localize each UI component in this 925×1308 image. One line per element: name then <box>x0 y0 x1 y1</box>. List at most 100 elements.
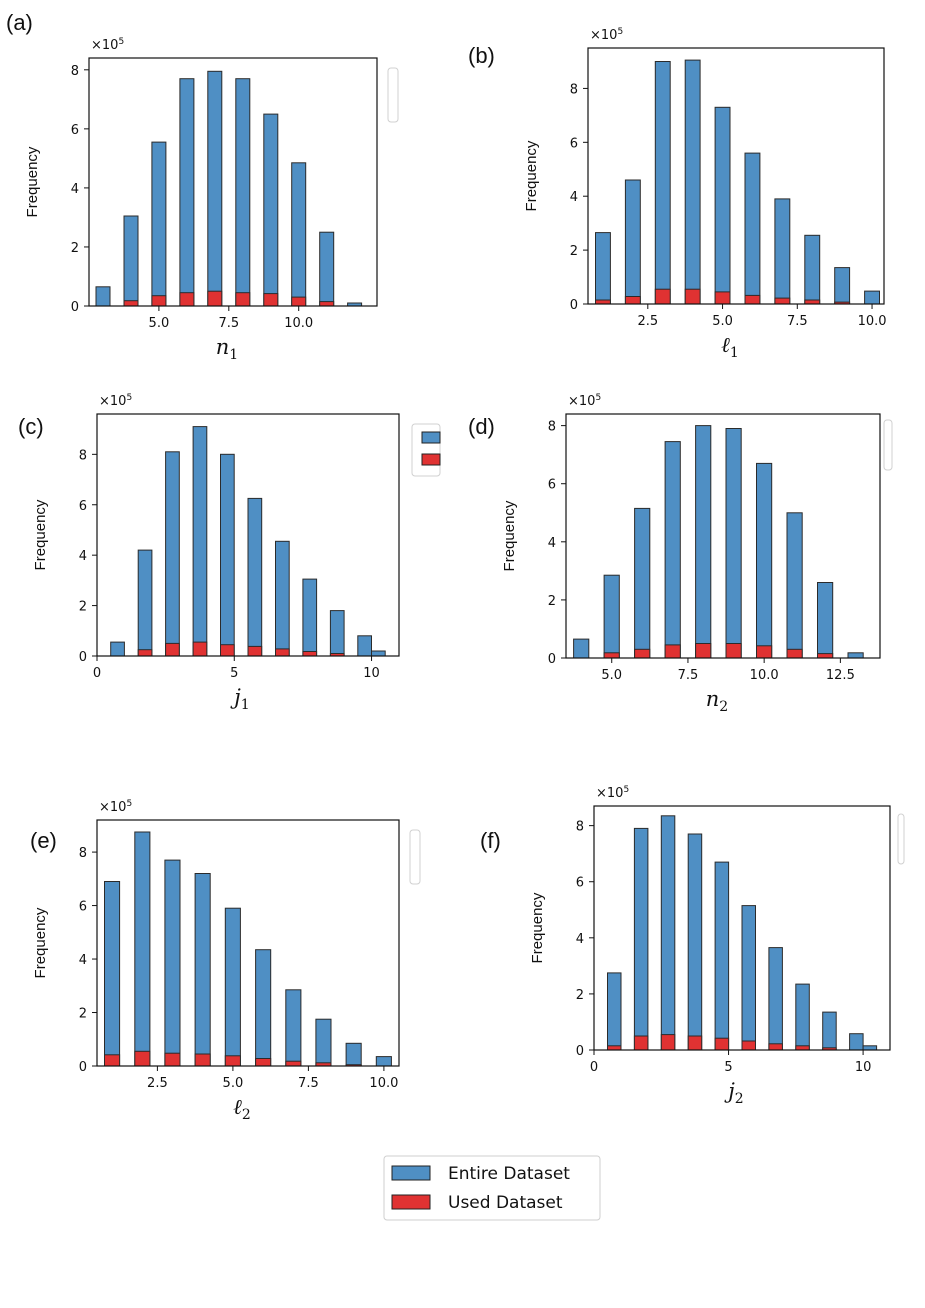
bar-used-dataset <box>104 1054 121 1067</box>
x-tick-label: 10 <box>363 666 380 681</box>
x-tick-label: 5.0 <box>149 316 170 331</box>
legend-swatch-used <box>391 1194 431 1210</box>
bar-used-dataset <box>123 300 139 307</box>
bar-used-dataset <box>137 649 153 657</box>
bar-used-dataset <box>714 1037 730 1051</box>
panel-label: (b) <box>468 43 495 68</box>
y-multiplier: ×105 <box>99 393 132 409</box>
y-tick-label: 6 <box>548 478 556 493</box>
x-axis-label-subscript: 2 <box>719 699 728 715</box>
y-tick-label: 2 <box>79 1007 87 1022</box>
y-tick-label: 4 <box>79 953 87 968</box>
x-axis-label: ℓ2 <box>233 1095 251 1123</box>
bar-entire-dataset <box>110 641 125 657</box>
y-axis-label: Frequency <box>501 500 518 571</box>
bar-used-dataset <box>684 288 701 305</box>
x-tick-label: 7.5 <box>678 668 699 683</box>
x-axis-label: j2 <box>724 1079 743 1107</box>
bar-entire-dataset <box>285 989 302 1067</box>
x-tick-label: 10.0 <box>750 668 779 683</box>
bar-used-dataset <box>165 642 180 657</box>
panel-f: 0 2 4 6 8 0 5 10 ×105 Frequency j2 (f) <box>480 785 905 1107</box>
bar-entire-dataset <box>795 983 810 1051</box>
bar-entire-dataset <box>864 290 880 305</box>
bar-used-dataset <box>263 293 279 307</box>
cropped-legend-swatch-used <box>421 453 441 466</box>
bar-used-dataset <box>633 1035 649 1051</box>
x-tick-label: 10.0 <box>858 314 887 329</box>
bar-entire-dataset <box>165 451 180 657</box>
x-tick-label: 5.0 <box>712 314 733 329</box>
y-multiplier: ×105 <box>91 37 124 53</box>
legend: Entire Dataset Used Dataset <box>383 1155 601 1221</box>
bar-used-dataset <box>756 645 773 659</box>
bar-entire-dataset <box>357 635 372 657</box>
bar-used-dataset <box>714 291 731 305</box>
bar-entire-dataset <box>104 881 121 1067</box>
bar-entire-dataset <box>179 78 195 307</box>
panel-label: (e) <box>30 828 57 853</box>
bar-entire-dataset <box>786 512 803 659</box>
x-tick-label: 10.0 <box>284 316 313 331</box>
bar-used-dataset <box>817 653 834 659</box>
y-axis-label: Frequency <box>24 146 41 217</box>
bar-entire-dataset <box>660 815 676 1051</box>
bar-entire-dataset <box>664 441 681 659</box>
bar-entire-dataset <box>371 650 386 657</box>
y-multiplier: ×105 <box>596 785 629 801</box>
y-tick-label: 4 <box>548 536 556 551</box>
x-tick-label: 2.5 <box>147 1076 168 1091</box>
y-tick-label: 6 <box>570 136 578 151</box>
legend-swatch-entire <box>391 1165 431 1181</box>
bar-used-dataset <box>595 299 611 305</box>
panel-e: 0 2 4 6 8 2.5 5.0 7.5 10.0 ×105 Frequency ℓ2 (e) <box>30 799 421 1123</box>
x-axis-label-subscript: 1 <box>241 697 250 713</box>
y-tick-label: 0 <box>79 1060 87 1075</box>
panel-label: (d) <box>468 414 495 439</box>
x-axis-label: ℓ1 <box>721 333 739 361</box>
x-tick-label: 10.0 <box>369 1076 398 1091</box>
bar-entire-dataset <box>822 1011 837 1051</box>
y-multiplier: ×105 <box>590 27 623 43</box>
bar-entire-dataset <box>654 61 671 305</box>
y-tick-label: 4 <box>79 549 87 564</box>
bar-entire-dataset <box>834 267 851 305</box>
bar-entire-dataset <box>695 425 712 659</box>
panel-c: 0 2 4 6 8 0 5 10 ×105 Frequency j1 (c) <box>18 393 441 713</box>
bar-used-dataset <box>194 1053 211 1067</box>
x-tick-label: 7.5 <box>787 314 808 329</box>
y-axis-label: Frequency <box>32 499 49 570</box>
y-tick-label: 2 <box>79 600 87 615</box>
bar-entire-dataset <box>744 152 761 305</box>
x-tick-label: 12.5 <box>826 668 855 683</box>
panel-label: (c) <box>18 414 44 439</box>
bar-used-dataset <box>255 1058 272 1067</box>
bar-entire-dataset <box>302 578 318 657</box>
bar-entire-dataset <box>224 907 241 1067</box>
y-tick-label: 0 <box>79 650 87 665</box>
y-tick-label: 8 <box>79 846 87 861</box>
bar-entire-dataset <box>151 141 167 307</box>
bar-entire-dataset <box>194 873 211 1067</box>
panel-label: (a) <box>6 10 33 35</box>
x-axis-label: n2 <box>706 687 728 715</box>
bar-used-dataset <box>247 645 263 657</box>
bar-used-dataset <box>235 292 251 307</box>
cropped-legend-frame <box>387 67 399 123</box>
y-multiplier-exponent: 5 <box>595 393 601 403</box>
bar-entire-dataset <box>768 947 783 1051</box>
y-tick-label: 8 <box>71 64 79 79</box>
y-tick-label: 4 <box>570 190 578 205</box>
x-axis-label-subscript: 2 <box>242 1107 251 1123</box>
x-tick-label: 5 <box>724 1060 732 1075</box>
y-tick-label: 0 <box>71 300 79 315</box>
bar-entire-dataset <box>633 827 649 1051</box>
bar-entire-dataset <box>714 106 731 305</box>
bar-entire-dataset <box>207 70 223 307</box>
x-tick-label: 5.0 <box>223 1076 244 1091</box>
legend-label-entire: Entire Dataset <box>448 1164 570 1184</box>
bar-used-dataset <box>804 299 821 305</box>
bar-entire-dataset <box>375 1056 392 1067</box>
y-tick-label: 0 <box>576 1044 584 1059</box>
